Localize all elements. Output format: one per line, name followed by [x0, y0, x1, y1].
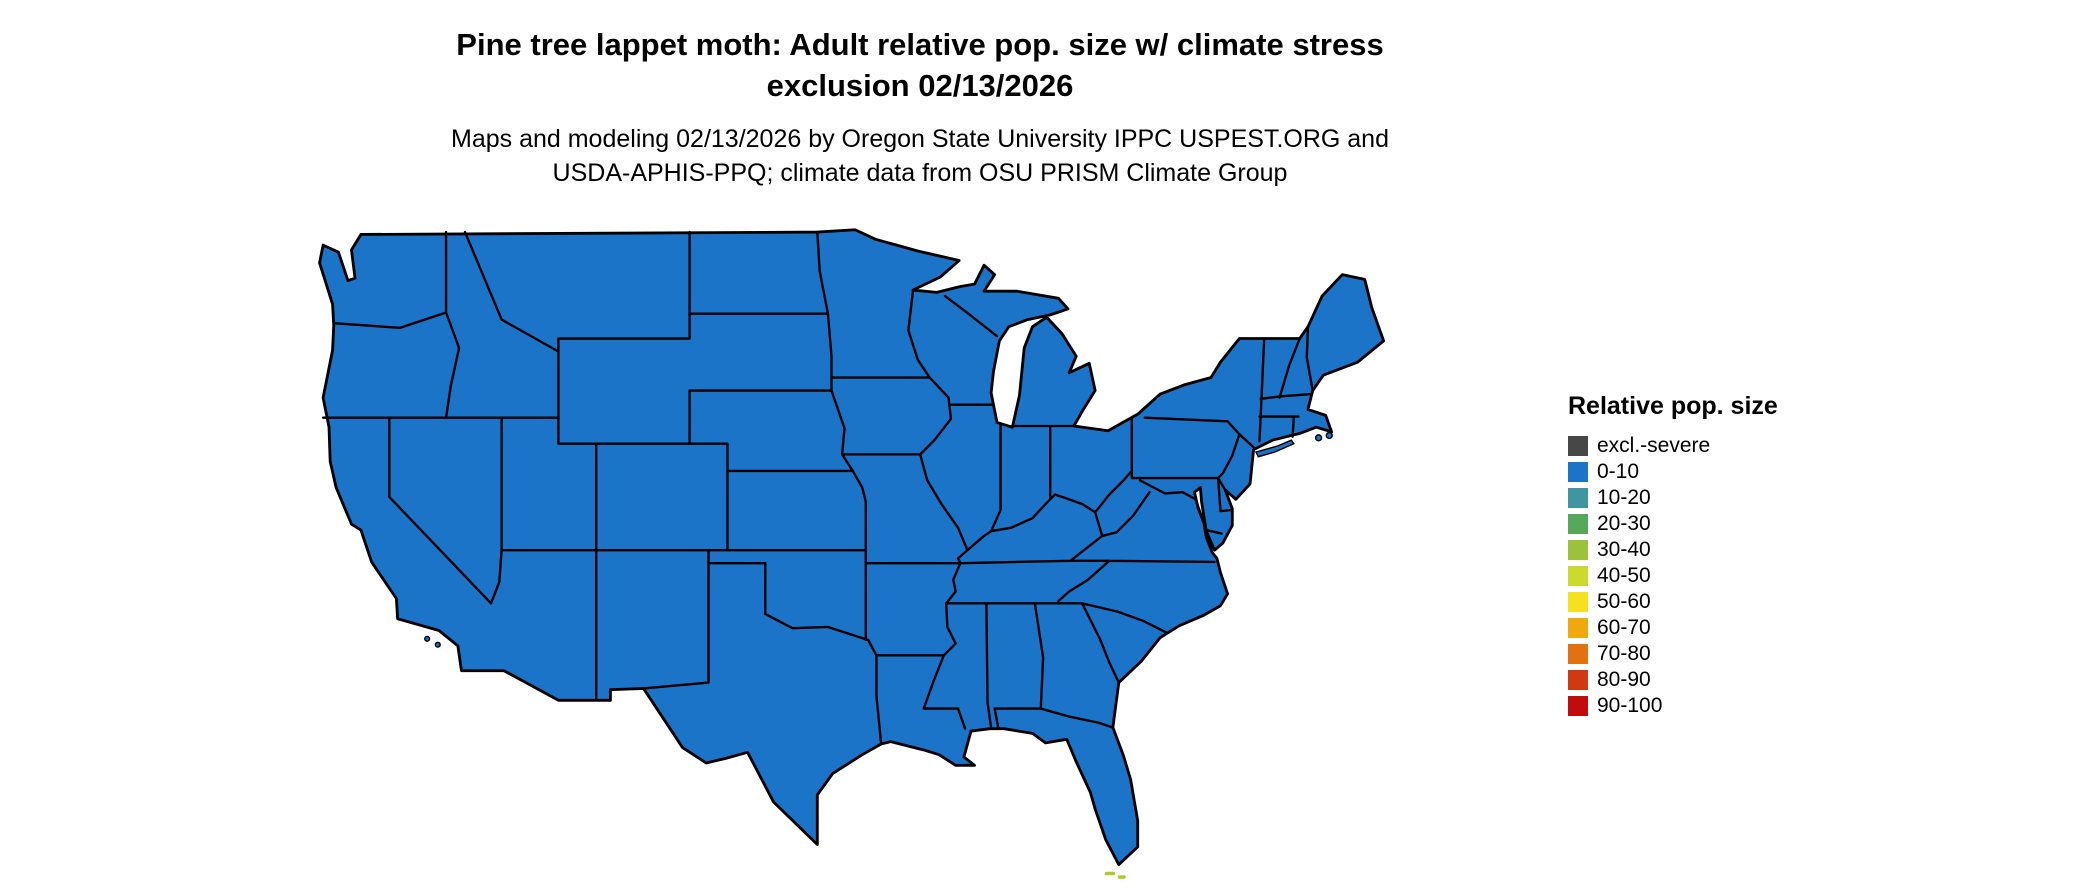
- legend-item-label: 90-100: [1597, 694, 1663, 717]
- legend-color-swatch: [1568, 514, 1588, 534]
- legend-color-swatch: [1568, 618, 1588, 638]
- legend-color-swatch: [1568, 566, 1588, 586]
- legend-item-label: 20-30: [1597, 512, 1651, 535]
- legend-color-swatch: [1568, 592, 1588, 612]
- page-title: Pine tree lappet moth: Adult relative po…: [240, 24, 1600, 106]
- island-dot: [424, 635, 431, 642]
- us-map: [318, 228, 1386, 879]
- legend: Relative pop. size excl.-severe 0-10 10-…: [1568, 392, 1778, 719]
- legend-color-swatch: [1568, 540, 1588, 560]
- legend-item: 0-10: [1568, 459, 1778, 485]
- legend-item: 50-60: [1568, 589, 1778, 615]
- legend-color-swatch: [1568, 644, 1588, 664]
- legend-item: 70-80: [1568, 641, 1778, 667]
- legend-item: 60-70: [1568, 615, 1778, 641]
- page-subtitle: Maps and modeling 02/13/2026 by Oregon S…: [240, 122, 1600, 190]
- legend-item: 90-100: [1568, 693, 1778, 719]
- long-island: [1254, 439, 1295, 458]
- island-dot: [1314, 434, 1323, 442]
- legend-item-label: excl.-severe: [1597, 434, 1711, 457]
- subtitle-line-1: Maps and modeling 02/13/2026 by Oregon S…: [451, 125, 1389, 153]
- legend-item-label: 40-50: [1597, 564, 1651, 587]
- legend-item-label: 80-90: [1597, 668, 1651, 691]
- legend-item: 40-50: [1568, 563, 1778, 589]
- legend-item-label: 10-20: [1597, 486, 1651, 509]
- keys-speck: [1104, 871, 1116, 876]
- legend-item-label: 60-70: [1597, 616, 1651, 639]
- legend-item: 20-30: [1568, 511, 1778, 537]
- legend-color-swatch: [1568, 696, 1588, 716]
- florida-keys: [1104, 871, 1126, 879]
- legend-item: 80-90: [1568, 667, 1778, 693]
- legend-item: excl.-severe: [1568, 433, 1778, 459]
- legend-color-swatch: [1568, 670, 1588, 690]
- legend-title: Relative pop. size: [1568, 392, 1778, 420]
- island-dot: [1325, 431, 1333, 440]
- island-dot: [434, 641, 441, 648]
- title-line-1: Pine tree lappet moth: Adult relative po…: [456, 27, 1384, 62]
- legend-item: 10-20: [1568, 485, 1778, 511]
- us-map-container: [290, 212, 1520, 880]
- state-borders: [321, 230, 1314, 746]
- legend-item-label: 30-40: [1597, 538, 1651, 561]
- legend-color-swatch: [1568, 462, 1588, 482]
- legend-item-label: 70-80: [1597, 642, 1651, 665]
- us-landmass: [318, 228, 1386, 867]
- legend-color-swatch: [1568, 488, 1588, 508]
- coastal-islands: [424, 431, 1333, 648]
- legend-item: 30-40: [1568, 537, 1778, 563]
- keys-speck: [1117, 875, 1126, 879]
- title-line-2: exclusion 02/13/2026: [766, 68, 1074, 103]
- subtitle-line-2: USDA-APHIS-PPQ; climate data from OSU PR…: [552, 159, 1288, 187]
- legend-item-label: 50-60: [1597, 590, 1651, 613]
- legend-color-swatch: [1568, 436, 1588, 456]
- legend-item-label: 0-10: [1597, 460, 1640, 483]
- legend-items: excl.-severe 0-10 10-20 20-30: [1568, 433, 1778, 719]
